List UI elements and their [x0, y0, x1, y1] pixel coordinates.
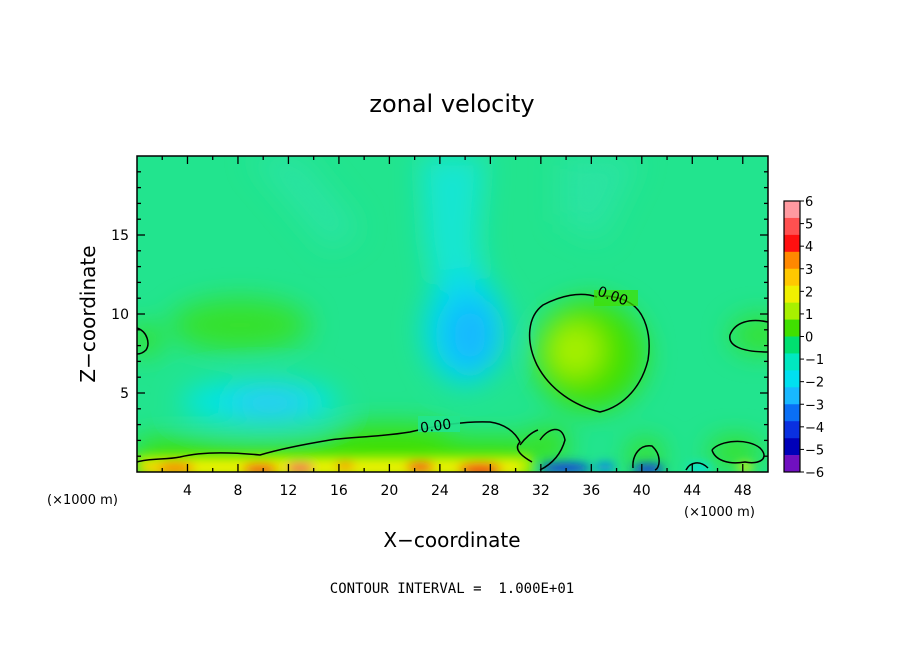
colorbar-swatch	[784, 438, 800, 456]
colorbar-tick-label: 4	[805, 240, 813, 255]
x-tick-label: 20	[380, 483, 398, 499]
colorbar-swatch	[784, 201, 800, 219]
colorbar: 6 5 4 3 2 1 0 −1 −2 −3 −4 −5 −6	[783, 195, 824, 481]
x-unit-right: (×1000 m)	[684, 505, 755, 520]
colorbar-tick-label: 3	[805, 263, 813, 278]
x-axis: 4 8 12 16 20 24 28 32 36 40 44 48	[161, 156, 752, 499]
colorbar-tick-label: −4	[805, 421, 824, 436]
heatmap-field	[137, 156, 768, 472]
y-tick-label: 15	[111, 228, 129, 244]
colorbar-swatch	[784, 319, 800, 337]
contour-interval-note: CONTOUR INTERVAL = 1.000E+01	[330, 581, 574, 597]
x-tick-label: 12	[280, 483, 298, 499]
colorbar-tick-label: 6	[805, 195, 813, 210]
contour-label: 0.00	[419, 417, 452, 437]
colorbar-swatch	[784, 404, 800, 422]
y-tick-label: 5	[120, 386, 129, 402]
x-tick-label: 24	[431, 483, 449, 499]
colorbar-tick-label: −6	[805, 466, 824, 481]
x-tick-label: 32	[532, 483, 550, 499]
colorbar-swatch	[784, 268, 800, 286]
colorbar-tick-label: −1	[805, 353, 824, 368]
x-tick-label: 28	[481, 483, 499, 499]
colorbar-tick-label: 0	[805, 331, 813, 346]
colorbar-tick-label: −3	[805, 398, 824, 413]
y-axis-label: Z−coordinate	[76, 245, 100, 382]
colorbar-swatch	[784, 387, 800, 405]
x-tick-label: 8	[233, 483, 242, 499]
colorbar-swatch	[784, 234, 800, 253]
x-tick-label: 44	[683, 483, 701, 499]
colorbar-swatch	[784, 421, 800, 439]
colorbar-swatch	[784, 455, 800, 473]
colorbar-tick-label: −5	[805, 443, 824, 458]
colorbar-tick-label: 5	[805, 218, 813, 233]
colorbar-swatch	[784, 353, 800, 371]
x-tick-label: 48	[734, 483, 752, 499]
chart-title: zonal velocity	[369, 90, 534, 118]
colorbar-tick-label: −2	[805, 376, 824, 391]
x-tick-label: 40	[633, 483, 651, 499]
y-axis: 5 10 15	[111, 171, 768, 457]
y-tick-label: 10	[111, 307, 129, 323]
colorbar-swatch	[784, 370, 800, 388]
x-tick-label: 16	[330, 483, 348, 499]
colorbar-swatch	[784, 251, 800, 270]
colorbar-tick-label: 2	[805, 285, 813, 300]
x-unit-left: (×1000 m)	[47, 493, 118, 508]
colorbar-swatch	[784, 302, 800, 320]
x-axis-label: X−coordinate	[383, 528, 520, 552]
colorbar-tick-label: 1	[805, 308, 813, 323]
x-tick-label: 36	[582, 483, 600, 499]
colorbar-swatch	[784, 336, 800, 354]
x-tick-label: 4	[183, 483, 192, 499]
colorbar-swatch	[784, 217, 800, 236]
colorbar-swatch	[784, 285, 800, 303]
